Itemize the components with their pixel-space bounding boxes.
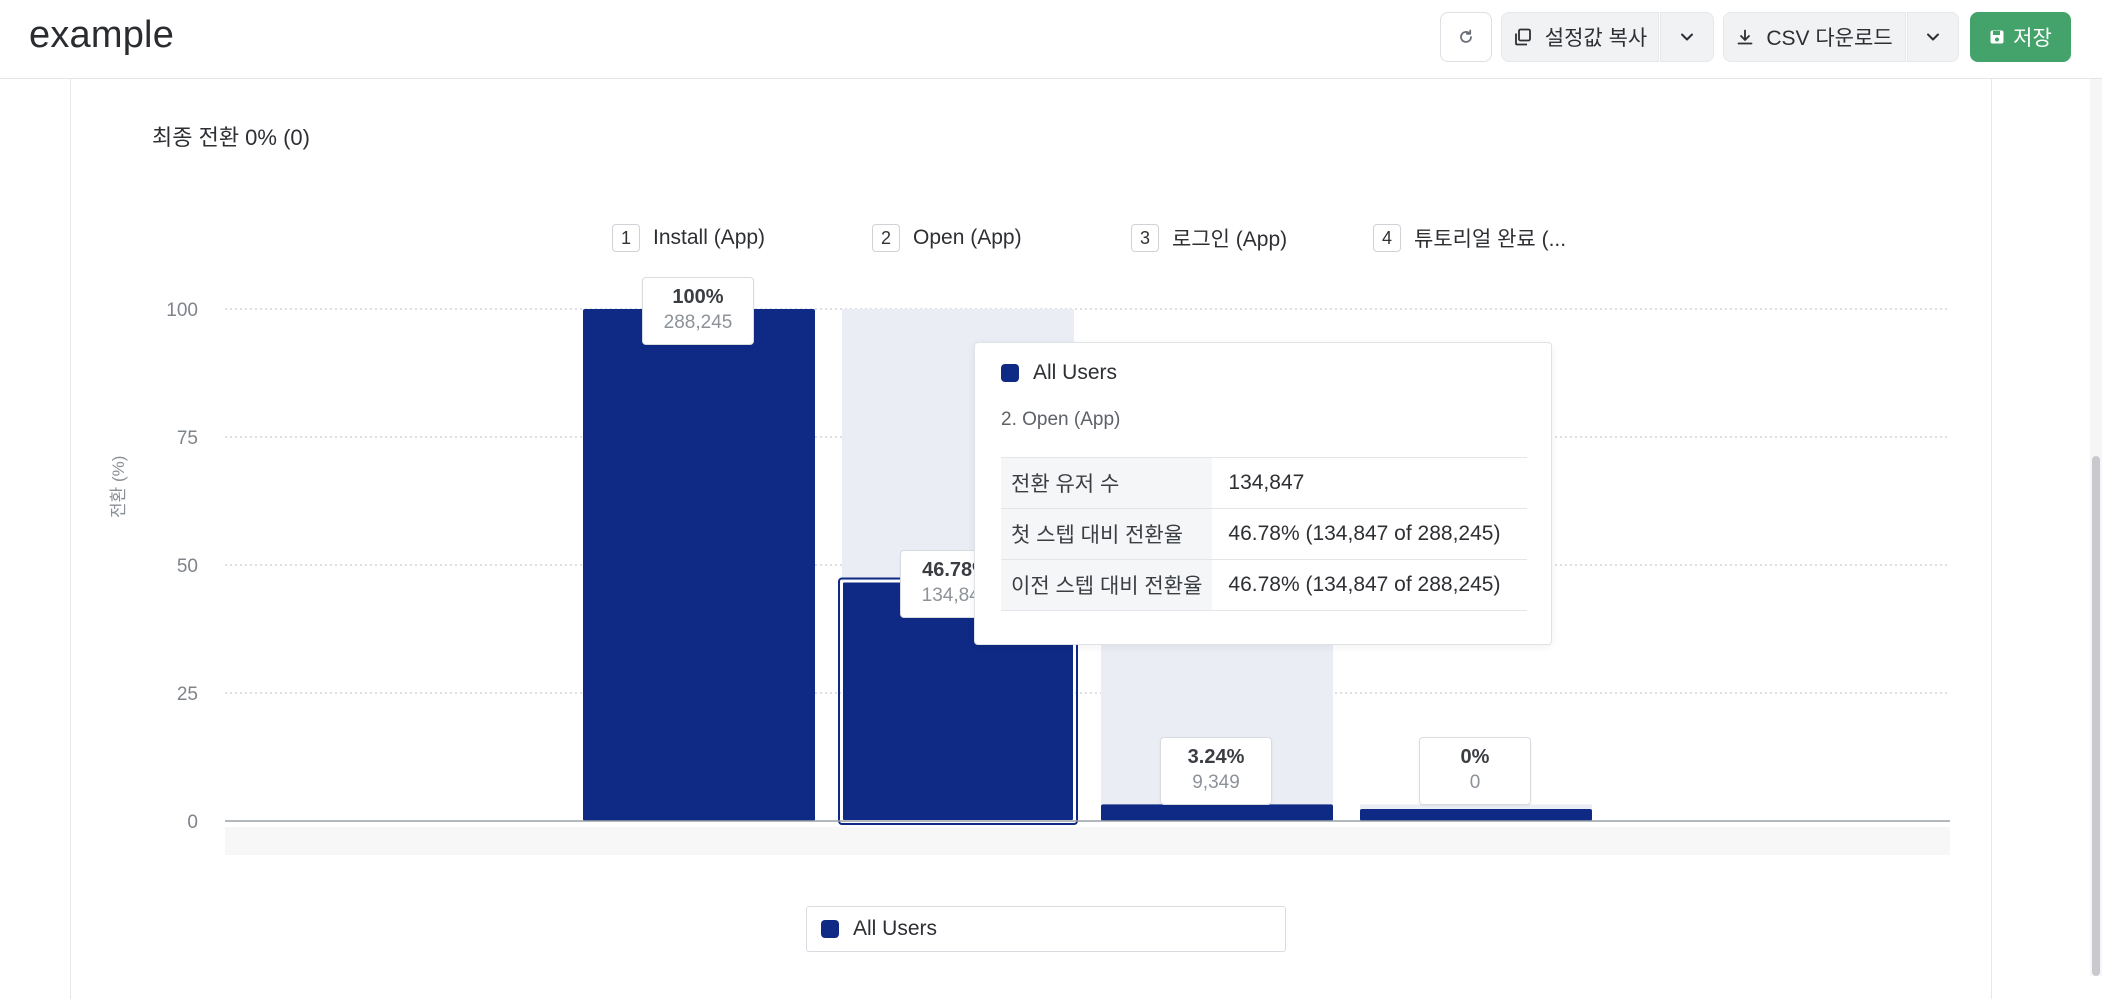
step-label: 3 로그인 (App) bbox=[1131, 223, 1287, 253]
refresh-button[interactable] bbox=[1440, 12, 1492, 62]
floppy-disk-icon bbox=[1989, 29, 2005, 45]
download-icon bbox=[1736, 28, 1754, 46]
step-name: 로그인 (App) bbox=[1172, 228, 1288, 251]
copy-settings-dropdown-button[interactable] bbox=[1660, 12, 1714, 62]
tooltip-value: 46.78% (134,847 of 288,245) bbox=[1212, 508, 1527, 560]
step-name: 튜토리얼 완료 (... bbox=[1414, 228, 1567, 251]
conversion-bar bbox=[583, 309, 815, 821]
conversion-bar bbox=[1360, 809, 1592, 821]
y-tick-label: 50 bbox=[177, 556, 198, 577]
chevron-down-icon bbox=[1680, 32, 1694, 42]
page-header: example 설정값 복사 CSV 다운로드 저장 bbox=[0, 0, 2102, 79]
step-name: Install (App) bbox=[653, 226, 766, 249]
bar-value-label: 3.24% 9,349 bbox=[1160, 737, 1272, 805]
step-number: 2 bbox=[872, 224, 900, 252]
tooltip-value: 46.78% (134,847 of 288,245) bbox=[1212, 559, 1527, 611]
step-number: 3 bbox=[1131, 224, 1159, 252]
tooltip-value: 134,847 bbox=[1212, 457, 1527, 509]
bar-value-count: 9,349 bbox=[1192, 772, 1240, 793]
y-tick-label: 100 bbox=[166, 300, 198, 321]
series-swatch bbox=[821, 920, 839, 938]
copy-icon bbox=[1513, 27, 1533, 47]
tooltip-series: All Users bbox=[1001, 361, 1117, 385]
conversion-bar bbox=[1101, 804, 1333, 821]
save-button[interactable]: 저장 bbox=[1970, 12, 2071, 62]
y-tick-label: 25 bbox=[177, 684, 198, 705]
copy-settings-label: 설정값 복사 bbox=[1544, 27, 1648, 50]
legend-label: All Users bbox=[853, 917, 938, 940]
bar-value-percent: 46.78% bbox=[922, 559, 990, 581]
csv-download-label: CSV 다운로드 bbox=[1766, 27, 1893, 50]
tooltip-series-name: All Users bbox=[1033, 361, 1118, 384]
bar-value-label: 100% 288,245 bbox=[642, 277, 754, 345]
page-title: example bbox=[29, 14, 175, 56]
y-tick-label: 0 bbox=[187, 812, 198, 833]
y-tick-label: 75 bbox=[177, 428, 198, 449]
copy-settings-button[interactable]: 설정값 복사 bbox=[1501, 12, 1659, 62]
final-conversion-summary: 최종 전환 0% (0) bbox=[152, 125, 310, 150]
csv-download-dropdown-button[interactable] bbox=[1907, 12, 1959, 62]
tooltip-key: 첫 스텝 대비 전환율 bbox=[1001, 508, 1213, 560]
tooltip-key: 이전 스텝 대비 전환율 bbox=[1001, 559, 1213, 611]
step-label: 2 Open (App) bbox=[872, 223, 1022, 253]
csv-download-button[interactable]: CSV 다운로드 bbox=[1723, 12, 1906, 62]
step-name: Open (App) bbox=[913, 226, 1022, 249]
bar-value-label: 0% 0 bbox=[1419, 737, 1531, 805]
step-label: 4 튜토리얼 완료 (... bbox=[1373, 223, 1566, 253]
step-number: 1 bbox=[612, 224, 640, 252]
scrollbar-thumb[interactable] bbox=[2092, 456, 2100, 976]
tooltip-table: 전환 유저 수 134,847 첫 스텝 대비 전환율 46.78% (134,… bbox=[1001, 457, 1527, 611]
series-swatch bbox=[1001, 364, 1019, 382]
bar-tooltip: All Users 2. Open (App) 전환 유저 수 134,847 … bbox=[974, 342, 1552, 645]
table-row: 이전 스텝 대비 전환율 46.78% (134,847 of 288,245) bbox=[1001, 559, 1527, 611]
y-axis-title: 전환 (%) bbox=[109, 455, 128, 518]
step-label: 1 Install (App) bbox=[612, 223, 765, 253]
tooltip-key: 전환 유저 수 bbox=[1001, 457, 1213, 509]
table-row: 첫 스텝 대비 전환율 46.78% (134,847 of 288,245) bbox=[1001, 508, 1527, 560]
table-row: 전환 유저 수 134,847 bbox=[1001, 457, 1527, 509]
funnel-card bbox=[70, 79, 1992, 999]
tooltip-step: 2. Open (App) bbox=[1001, 409, 1121, 430]
refresh-icon bbox=[1457, 28, 1475, 46]
bar-value-count: 288,245 bbox=[663, 312, 733, 333]
bar-value-count: 0 bbox=[1469, 772, 1481, 793]
chart-legend[interactable]: All Users bbox=[806, 906, 1286, 952]
bar-value-percent: 3.24% bbox=[1187, 746, 1245, 768]
step-number: 4 bbox=[1373, 224, 1401, 252]
bar-value-percent: 0% bbox=[1460, 746, 1490, 768]
bar-value-percent: 100% bbox=[672, 286, 724, 308]
chart-bottom-band bbox=[225, 827, 1950, 855]
bar-value-count: 134,847 bbox=[921, 585, 991, 606]
chevron-down-icon bbox=[1926, 32, 1940, 42]
save-label: 저장 bbox=[2013, 27, 2052, 50]
